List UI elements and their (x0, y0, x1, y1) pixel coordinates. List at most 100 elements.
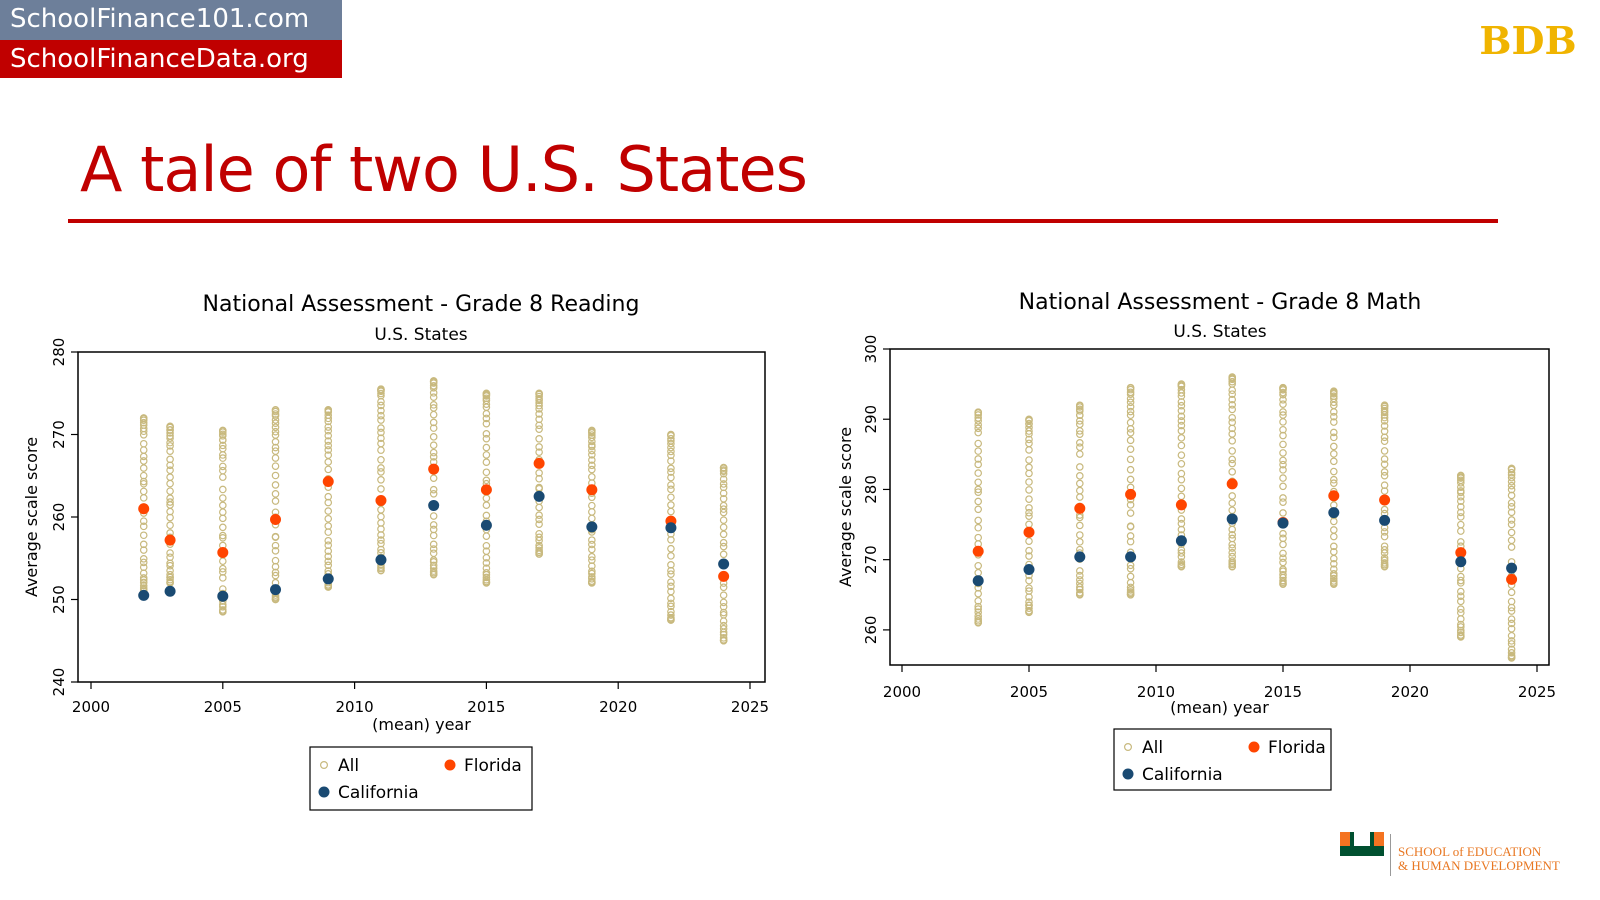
reading-all-point (271, 447, 280, 455)
reading-all-point (139, 418, 148, 427)
reading-all-point (324, 405, 333, 414)
math-california-point (1455, 556, 1467, 568)
reading-all-point (482, 573, 491, 582)
reading-california-point (480, 519, 492, 531)
reading-y-tick-label-250: 250 (50, 585, 68, 614)
math-all-point (1076, 430, 1084, 438)
reading-all-point (719, 530, 728, 539)
math-all-point (1025, 419, 1033, 428)
math-all-point (1177, 441, 1186, 450)
math-all-point (1228, 373, 1237, 381)
reading-all-point (139, 522, 148, 531)
math-all-point (1177, 484, 1186, 493)
slide-title: A tale of two U.S. States (80, 133, 808, 206)
math-all-point (1380, 427, 1389, 436)
math-all-point (974, 605, 983, 613)
math-all-point (1025, 495, 1033, 503)
math-all-point (1507, 607, 1516, 615)
math-all-point (1279, 440, 1287, 449)
reading-all-point (719, 621, 728, 630)
math-california-point (972, 575, 984, 587)
math-california-point (1506, 562, 1518, 574)
math-all-point (1330, 542, 1338, 551)
reading-all-point (324, 441, 333, 450)
reading-all-point (324, 514, 333, 523)
math-all-point (1380, 559, 1389, 567)
math-all-point (1025, 456, 1033, 464)
math-all-point (1457, 605, 1465, 613)
math-all-point (1507, 640, 1516, 648)
math-all-point (1025, 576, 1033, 585)
math-legend-marker-all (1123, 742, 1132, 751)
math-legend-label-all: All (1142, 738, 1163, 758)
math-all-point (1076, 417, 1084, 425)
reading-chart-title: National Assessment - Grade 8 Reading (203, 292, 640, 317)
math-all-point (1177, 421, 1186, 430)
math-legend-marker-california (1122, 768, 1134, 780)
math-all-point (974, 416, 983, 425)
math-all-point (1279, 460, 1287, 469)
reading-legend-marker-california (318, 786, 330, 798)
reading-all-point (377, 439, 385, 448)
affiliation-line-2: & HUMAN DEVELOPMENT (1398, 858, 1560, 873)
math-california-point (1023, 563, 1035, 575)
reading-all-point (482, 511, 491, 520)
reading-all-point (535, 425, 543, 433)
math-all-point (1126, 465, 1135, 474)
math-all-point (1228, 557, 1237, 565)
reading-all-point (667, 485, 675, 494)
reading-all-point (588, 465, 596, 474)
reading-all-point (535, 443, 543, 451)
math-all-point (1177, 469, 1186, 478)
reading-all-point (271, 547, 280, 555)
site-banner-schoolfinance101[interactable]: SchoolFinance101.com (0, 0, 342, 40)
reading-all-point (219, 454, 227, 462)
math-all-point (1457, 620, 1465, 629)
math-x-tick-label-2025: 2025 (1518, 683, 1556, 701)
reading-all-point (377, 468, 385, 476)
math-x-tick-label-2005: 2005 (1010, 683, 1048, 701)
math-all-point (1076, 571, 1084, 580)
math-all-point (1507, 645, 1516, 654)
reading-all-point (324, 541, 333, 550)
math-all-point (1126, 572, 1135, 581)
reading-all-point (166, 442, 174, 450)
math-all-point (1279, 509, 1287, 517)
reading-all-point (324, 411, 333, 419)
reading-all-point (429, 549, 438, 558)
reading-all-point (377, 434, 385, 443)
math-all-point (974, 516, 983, 525)
math-all-point (1025, 415, 1033, 424)
math-all-point (1457, 520, 1465, 529)
reading-all-point (482, 575, 491, 584)
reading-all-point (667, 430, 675, 439)
affiliation-line-1: SCHOOL of EDUCATION (1398, 844, 1542, 859)
math-all-point (1279, 408, 1287, 416)
math-all-point (1126, 436, 1135, 445)
math-all-point (1126, 402, 1135, 411)
math-all-point (1126, 522, 1135, 530)
math-florida-point (1506, 573, 1518, 585)
reading-all-point (588, 501, 596, 510)
math-all-point (1457, 576, 1465, 585)
math-all-point (974, 455, 983, 463)
site-banner-schoolfinancedata[interactable]: SchoolFinanceData.org (0, 40, 342, 78)
reading-chart-subtitle: U.S. States (374, 325, 467, 345)
math-all-point (1380, 528, 1389, 536)
reading-all-point (271, 490, 280, 498)
reading-all-point (667, 570, 675, 578)
bdb-logo-letters: BDB (1480, 18, 1576, 62)
reading-all-point (588, 456, 596, 464)
reading-all-point (166, 549, 174, 557)
reading-all-point (219, 494, 227, 502)
reading-all-point (588, 567, 596, 576)
reading-all-point (588, 461, 596, 470)
math-legend-label-california: California (1142, 765, 1223, 785)
math-all-point (1025, 427, 1033, 435)
reading-florida-point (217, 546, 229, 558)
reading-all-point (219, 466, 227, 475)
reading-all-point (667, 544, 675, 553)
reading-california-point (718, 558, 730, 570)
reading-all-point (719, 610, 728, 619)
math-california-point (1074, 551, 1086, 563)
